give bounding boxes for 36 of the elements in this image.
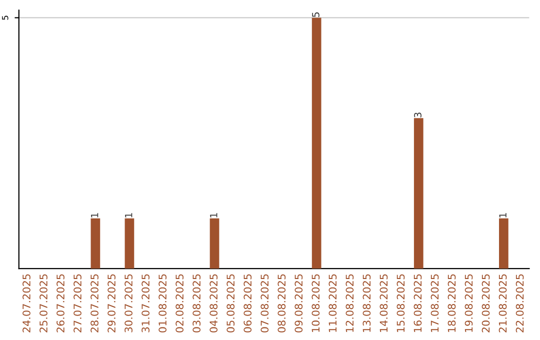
x-tick-label: 02.08.2025 <box>176 274 184 332</box>
x-tick-label: 20.08.2025 <box>482 274 490 332</box>
x-tick-label: 28.07.2025 <box>90 274 98 332</box>
x-tick-label: 01.08.2025 <box>158 274 167 332</box>
x-tick-label: 10.08.2025 <box>312 274 320 332</box>
x-tick-label: 11.08.2025 <box>328 274 337 332</box>
data-label: 1 <box>125 213 132 218</box>
x-tick-label: 08.08.2025 <box>278 274 286 332</box>
x-tick-label: 26.07.2025 <box>56 274 64 332</box>
x-tick-label: 09.08.2025 <box>294 274 303 332</box>
data-label: 5 <box>312 12 320 17</box>
x-tick-label: 24.07.2025 <box>22 274 30 332</box>
x-tick-label: 21.08.2025 <box>498 274 507 332</box>
x-tick-label: 19.08.2025 <box>464 274 473 332</box>
x-tick-label: 27.07.2025 <box>74 274 82 332</box>
x-tick-label: 30.07.2025 <box>124 274 132 332</box>
x-tick-label: 05.08.2025 <box>226 274 235 332</box>
data-label: 1 <box>210 213 218 218</box>
x-tick-label: 31.07.2025 <box>142 274 150 332</box>
x-tick-label: 15.08.2025 <box>396 274 405 332</box>
x-tick-label: 06.08.2025 <box>244 274 252 332</box>
x-tick-label: 22.08.2025 <box>516 274 524 332</box>
x-tick-label: 17.08.2025 <box>430 274 439 332</box>
x-tick-label: 03.08.2025 <box>192 274 201 332</box>
data-label: 3 <box>414 112 422 118</box>
x-tick-label: 13.08.2025 <box>362 274 371 332</box>
x-tick-label: 18.08.2025 <box>448 274 456 332</box>
x-tick-label: 16.08.2025 <box>414 274 422 332</box>
x-tick-label: 04.08.2025 <box>210 274 218 332</box>
x-tick-label: 07.08.2025 <box>260 274 269 332</box>
data-label: 1 <box>91 213 98 218</box>
x-tick-label: 12.08.2025 <box>346 274 354 332</box>
x-tick-label: 29.07.2025 <box>108 274 116 332</box>
data-label: 1 <box>499 213 506 218</box>
x-tick-label: 14.08.2025 <box>380 274 388 332</box>
x-tick-label: 25.07.2025 <box>40 274 48 332</box>
